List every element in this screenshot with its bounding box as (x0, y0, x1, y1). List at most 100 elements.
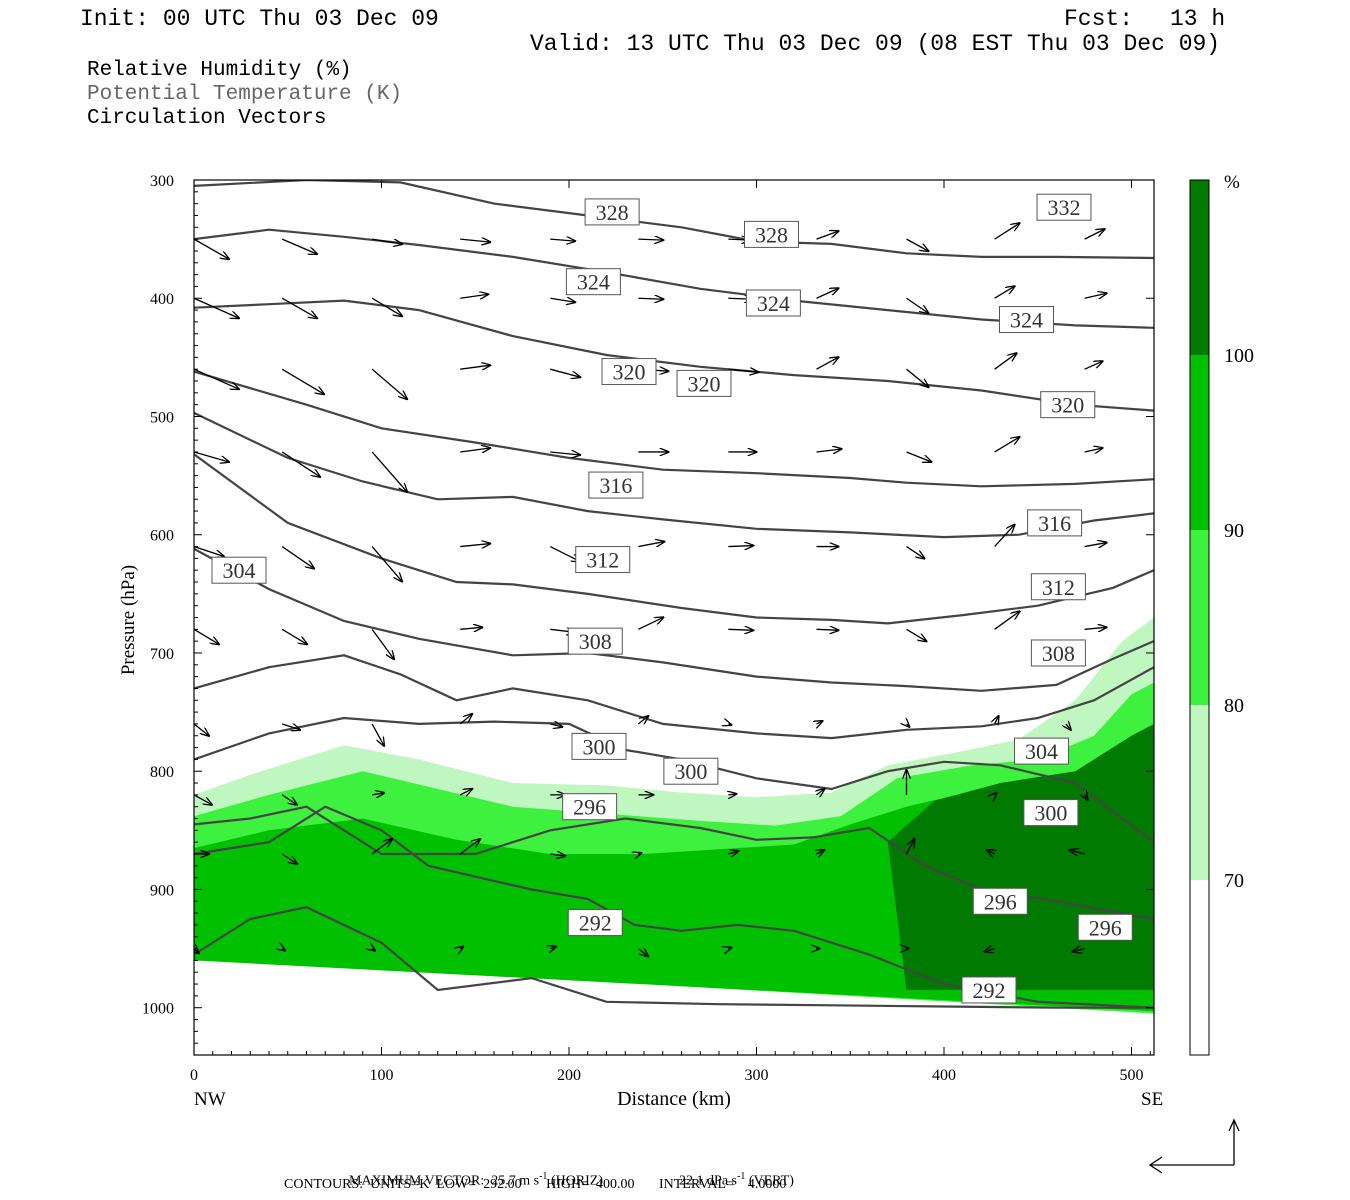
footer-horiz-exp: -1 (539, 1171, 548, 1182)
isentrope-label-box (999, 306, 1054, 334)
colorbar-segment (1190, 705, 1209, 880)
circulation-vector (459, 839, 480, 855)
circulation-vector (638, 542, 664, 548)
y-tick-label: 500 (150, 409, 174, 426)
circulation-vector (994, 286, 1015, 299)
circulation-vector (281, 238, 317, 254)
isentrope-label: 312 (586, 548, 619, 573)
circulation-vector (906, 451, 932, 462)
circulation-vector (194, 723, 209, 736)
y-tick-label: 300 (150, 173, 174, 190)
circulation-vector (728, 851, 738, 854)
circulation-vector (728, 369, 758, 372)
isentrope-label-box (584, 198, 640, 226)
circulation-vector (281, 853, 297, 864)
circulation-vector (194, 628, 219, 644)
forecast-hour: 13 h (1170, 6, 1226, 32)
footer-contours: CONTOURS: UNITS=K LOW= 292.00 HIGH= 400.… (284, 1177, 787, 1192)
x-end-se: SE (1141, 1089, 1163, 1110)
circulation-vector (816, 288, 839, 299)
isentrope-label-box (565, 268, 621, 296)
isentrope-label: 304 (223, 558, 256, 583)
valid-time: Valid: 13 UTC Thu 03 Dec 09 (08 EST Thu … (530, 31, 1221, 57)
circulation-vector (817, 721, 823, 724)
y-tick-label: 600 (150, 528, 174, 545)
circulation-vector (906, 238, 929, 251)
circulation-vector (905, 839, 915, 855)
colorbar-level-label: 70 (1224, 870, 1244, 892)
isentrope-316 (194, 453, 1154, 625)
circulation-vector (281, 794, 297, 805)
isentrope-label-box (676, 369, 732, 397)
circulation-vector (994, 353, 1017, 370)
circulation-vector (460, 239, 490, 242)
circulation-vector (1084, 293, 1107, 298)
circulation-vector (637, 716, 648, 724)
circulation-vector (459, 789, 472, 795)
circulation-vector (281, 546, 314, 569)
circulation-vector (985, 949, 995, 952)
legend-theta: Potential Temperature (K) (87, 83, 403, 106)
footer-vert-exp: -1 (736, 1171, 746, 1182)
circulation-vector (1084, 448, 1103, 452)
isentrope-label-box (1036, 193, 1092, 221)
circulation-vector (994, 611, 1020, 630)
isentrope-label-box (663, 757, 719, 785)
x-end-nw: NW (194, 1089, 226, 1110)
isentrope-label: 308 (1042, 641, 1075, 666)
isentrope-308 (194, 654, 1154, 740)
circulation-vector (728, 948, 731, 949)
circulation-vector (906, 628, 927, 641)
legend-vectors: Circulation Vectors (87, 107, 327, 130)
colorbar-level-label: 90 (1224, 520, 1244, 542)
circulation-vector (994, 525, 1015, 547)
footer-max-vector-label: MAXIMUM VECTOR: (349, 1173, 485, 1189)
circulation-vector (372, 949, 375, 951)
circulation-vector (550, 724, 562, 727)
x-tick-label: 400 (932, 1067, 956, 1084)
isentrope-label-box (562, 793, 618, 821)
colorbar-frame (1189, 179, 1210, 1056)
circulation-vector (1070, 850, 1085, 854)
isentrope-label-box (1030, 639, 1086, 667)
isentrope-label: 316 (1038, 511, 1071, 536)
circulation-vector (460, 294, 488, 298)
circulation-vector (550, 947, 556, 949)
isentrope-label: 316 (599, 473, 632, 498)
colorbar-segment (1190, 530, 1209, 705)
circulation-vector (906, 297, 929, 313)
circulation-vector (372, 793, 384, 795)
isentrope-324 (194, 370, 1154, 488)
circulation-vector (371, 546, 402, 582)
circulation-vector (194, 238, 229, 259)
isentrope-label: 300 (583, 734, 616, 759)
isentrope-label-box (567, 627, 623, 655)
circulation-vector (1084, 627, 1107, 629)
circulation-vector (194, 368, 239, 389)
isentrope-label-box (211, 556, 267, 584)
circulation-vector (1085, 795, 1088, 800)
circulation-vector (1066, 724, 1071, 730)
isentrope-label: 312 (1042, 575, 1075, 600)
colorbar-segment (1190, 355, 1209, 530)
circulation-vector (987, 850, 995, 854)
colorbar-segment (1190, 180, 1209, 355)
circulation-vector (194, 949, 199, 954)
circulation-vector (816, 357, 839, 370)
circulation-vector (728, 724, 731, 725)
isentrope-label: 324 (577, 270, 610, 295)
x-tick-label: 200 (557, 1067, 581, 1084)
isentrope-332 (194, 228, 1154, 329)
footer-horiz-value: 25.7 (491, 1173, 516, 1189)
circulation-vector (460, 627, 482, 629)
circulation-vector (637, 949, 648, 957)
x-tick-label: 100 (370, 1067, 394, 1084)
circulation-vector (550, 368, 580, 377)
footer-horiz-tag: (HORIZ) (550, 1173, 604, 1189)
circulation-vector (728, 794, 736, 795)
circulation-vector (816, 231, 839, 240)
isentrope-label-box (588, 471, 644, 499)
isentrope-label-box (1040, 391, 1096, 419)
colorbar-level-label: 80 (1224, 695, 1244, 717)
